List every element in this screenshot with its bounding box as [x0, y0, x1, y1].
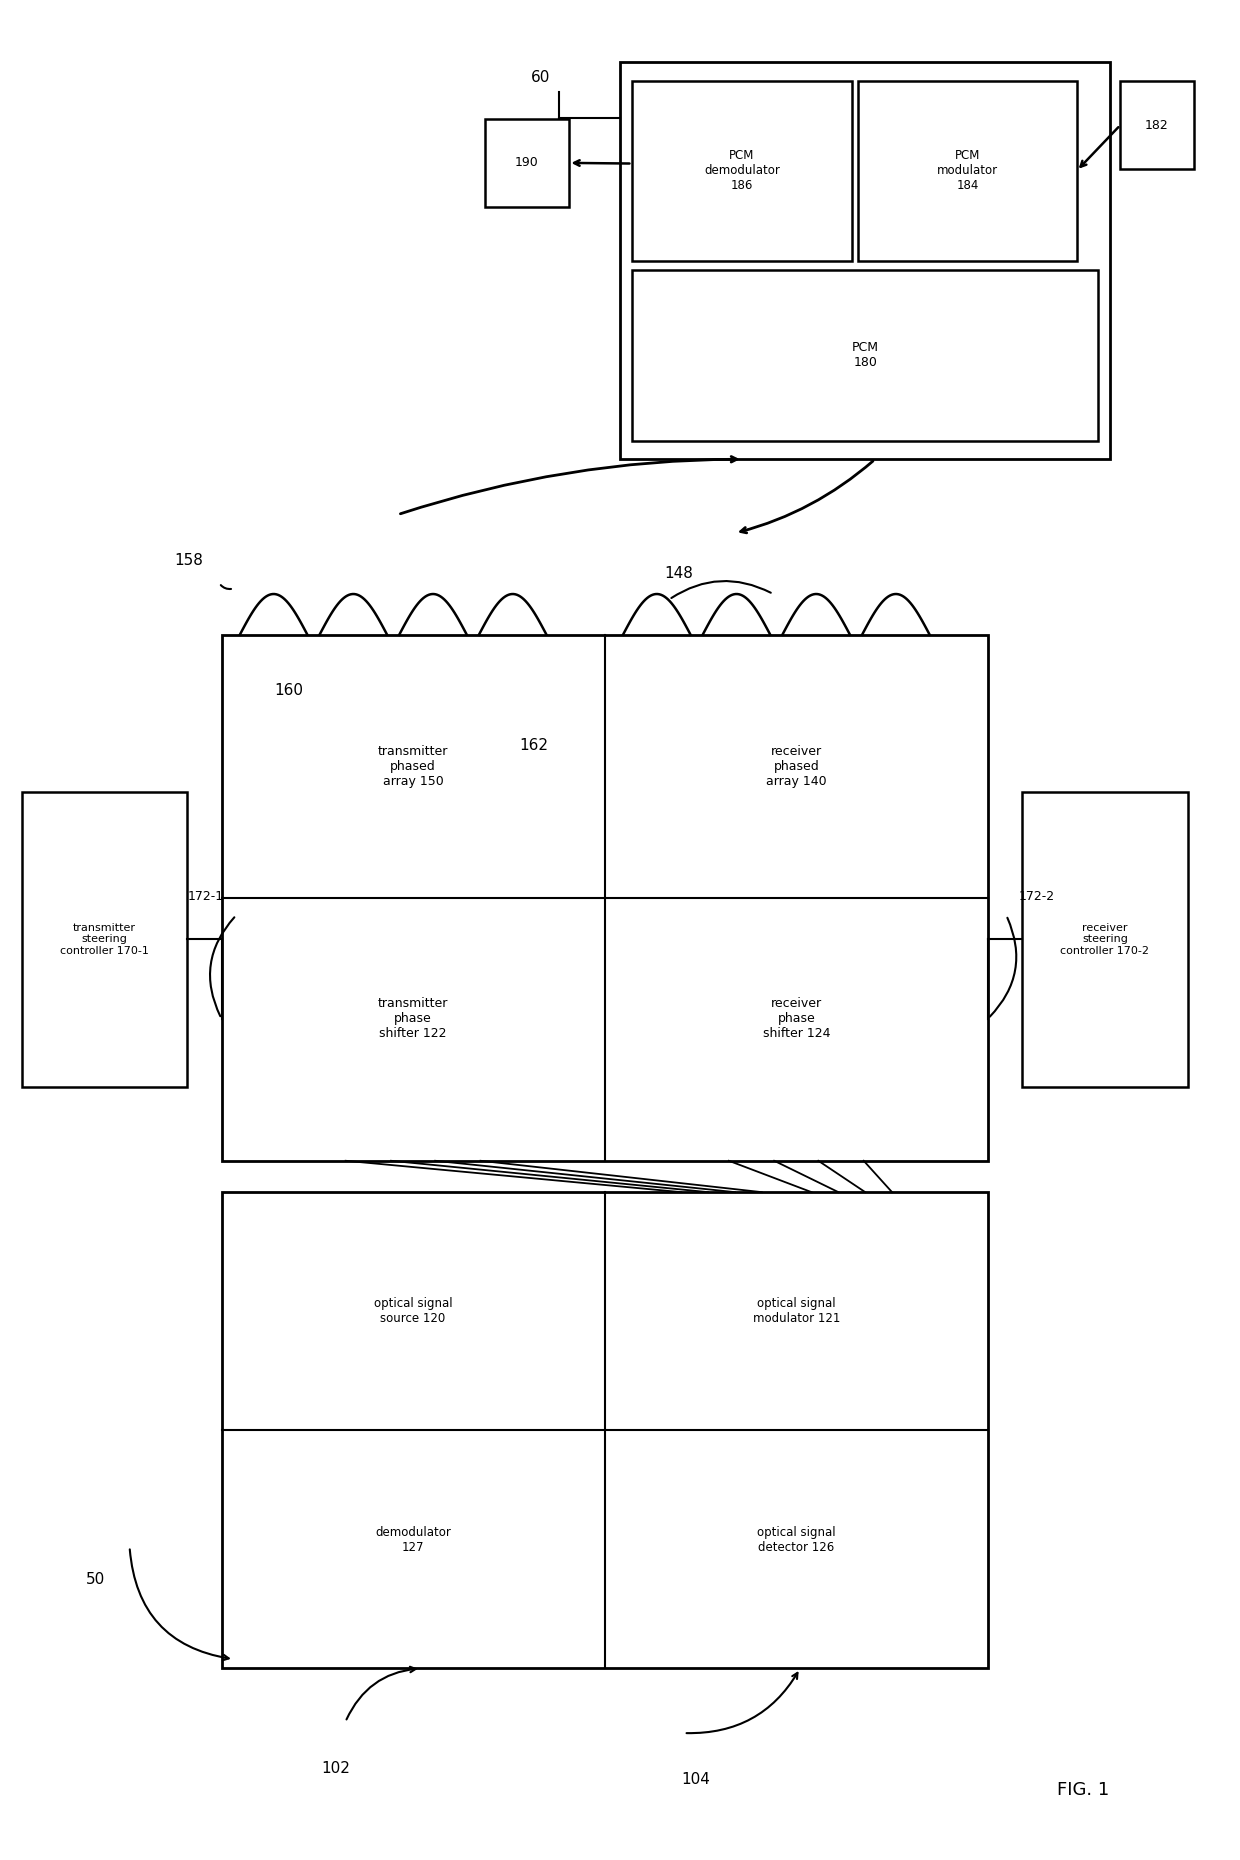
Bar — [632, 270, 1099, 441]
Text: 50: 50 — [86, 1572, 105, 1587]
Text: 172-2: 172-2 — [1019, 891, 1055, 904]
Bar — [1120, 80, 1194, 169]
Text: optical signal
detector 126: optical signal detector 126 — [756, 1525, 836, 1553]
Bar — [21, 792, 187, 1086]
Bar — [222, 634, 988, 1161]
Text: 162: 162 — [520, 738, 548, 753]
Text: receiver
phased
array 140: receiver phased array 140 — [766, 744, 827, 787]
Text: 158: 158 — [174, 552, 203, 569]
Text: transmitter
phased
array 150: transmitter phased array 150 — [378, 744, 449, 787]
Text: 182: 182 — [1146, 119, 1169, 132]
Text: 160: 160 — [274, 683, 304, 698]
Text: 60: 60 — [531, 69, 551, 84]
Text: receiver
phase
shifter 124: receiver phase shifter 124 — [763, 997, 830, 1040]
Text: receiver
steering
controller 170-2: receiver steering controller 170-2 — [1060, 923, 1149, 956]
Text: 148: 148 — [665, 565, 693, 580]
Bar — [1022, 792, 1188, 1086]
Text: optical signal
source 120: optical signal source 120 — [373, 1296, 453, 1324]
Text: transmitter
steering
controller 170-1: transmitter steering controller 170-1 — [60, 923, 149, 956]
Text: 102: 102 — [321, 1761, 350, 1776]
Bar — [222, 1192, 988, 1668]
Bar — [620, 63, 1111, 459]
Bar — [632, 80, 852, 260]
Text: PCM
180: PCM 180 — [852, 342, 879, 370]
Text: 104: 104 — [682, 1773, 711, 1787]
Text: optical signal
modulator 121: optical signal modulator 121 — [753, 1296, 839, 1324]
Bar — [858, 80, 1078, 260]
Text: 190: 190 — [515, 156, 538, 169]
Text: FIG. 1: FIG. 1 — [1058, 1782, 1110, 1799]
Text: demodulator
127: demodulator 127 — [376, 1525, 451, 1553]
Text: PCM
demodulator
186: PCM demodulator 186 — [704, 149, 780, 192]
Bar — [485, 119, 568, 206]
Text: PCM
modulator
184: PCM modulator 184 — [937, 149, 998, 192]
Text: 172-1: 172-1 — [187, 891, 223, 904]
Text: transmitter
phase
shifter 122: transmitter phase shifter 122 — [378, 997, 449, 1040]
